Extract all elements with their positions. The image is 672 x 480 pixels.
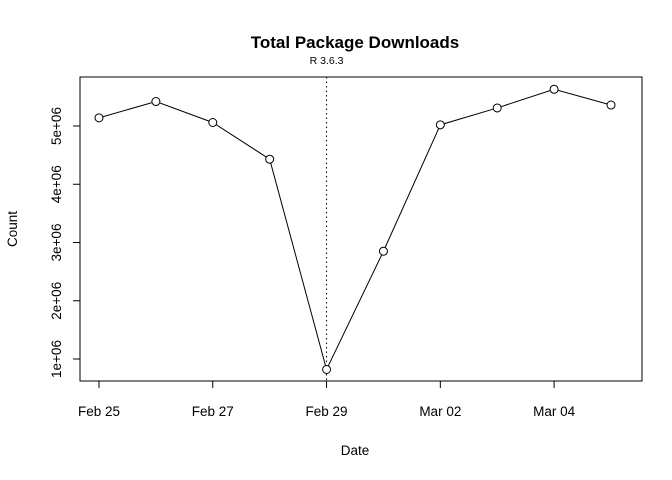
data-point (606, 100, 616, 110)
x-axis: Feb 25 Feb 27 Feb 29 Mar 02 Mar 04 (78, 380, 576, 419)
data-point (322, 364, 332, 374)
data-point (265, 154, 275, 164)
y-tick-label: 2e+06 (49, 282, 64, 320)
x-tick-label: Feb 29 (306, 404, 348, 419)
y-tick-label: 3e+06 (49, 224, 64, 262)
x-tick-label: Feb 27 (192, 404, 234, 419)
chart-title: Total Package Downloads (251, 33, 459, 52)
y-tick-label: 5e+06 (49, 107, 64, 145)
annotations: R 3.6.3 (310, 55, 344, 381)
x-tick-label: Mar 04 (533, 404, 576, 419)
data-point (94, 113, 104, 123)
x-axis-label: Date (341, 443, 370, 458)
plot-frame (79, 76, 643, 382)
data-point (549, 84, 559, 94)
data-point (492, 103, 502, 113)
x-tick-label: Mar 02 (419, 404, 461, 419)
y-tick-label: 4e+06 (49, 165, 64, 203)
series-group (94, 84, 616, 374)
data-point (378, 246, 388, 256)
data-point (435, 120, 445, 130)
y-tick-label: 1e+06 (49, 340, 64, 378)
data-point (151, 97, 161, 107)
series-line (98, 88, 612, 371)
y-axis: 1e+06 2e+06 3e+06 4e+06 5e+06 (49, 107, 81, 378)
y-axis-label: Count (5, 211, 20, 247)
vline-label: R 3.6.3 (310, 55, 344, 67)
x-tick-label: Feb 25 (78, 404, 120, 419)
data-point (208, 118, 218, 128)
